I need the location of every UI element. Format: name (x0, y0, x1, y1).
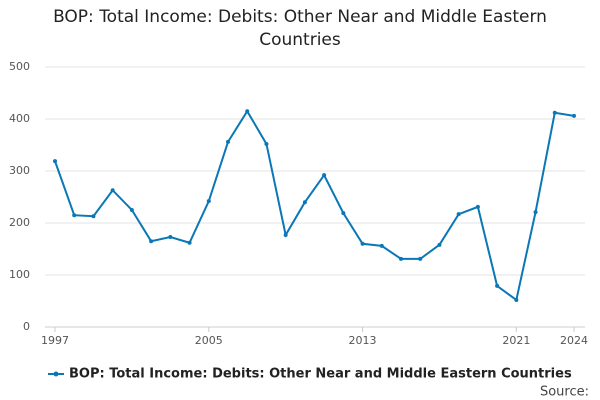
point (533, 210, 538, 215)
point (264, 141, 269, 146)
point (168, 235, 173, 240)
point (206, 199, 211, 204)
x-tick-label: 2005 (195, 334, 223, 347)
legend-marker (53, 371, 59, 377)
y-tick-label: 200 (9, 216, 30, 229)
point (379, 243, 384, 248)
x-tick-label: 2021 (502, 334, 530, 347)
point (53, 159, 57, 164)
point (456, 212, 461, 217)
y-tick-label: 400 (9, 112, 30, 125)
y-tick-label: 300 (9, 164, 30, 177)
point (418, 256, 423, 261)
point (495, 283, 500, 288)
point (360, 241, 365, 246)
point (437, 242, 442, 247)
x-tick-label: 2013 (349, 334, 377, 347)
point (514, 297, 519, 302)
point (302, 200, 307, 205)
chart-title: BOP: Total Income: Debits: Other Near an… (53, 7, 547, 50)
y-tick-label: 0 (23, 320, 30, 333)
point (110, 188, 115, 193)
line (54, 109, 575, 302)
point (572, 113, 576, 118)
point (187, 240, 192, 245)
point (226, 139, 230, 144)
point (475, 204, 480, 209)
point (399, 256, 403, 261)
point (552, 110, 557, 115)
legend-label: BOP: Total Income: Debits: Other Near an… (69, 367, 572, 382)
point (245, 109, 250, 114)
y-tick-label: 500 (9, 60, 30, 73)
point (322, 173, 327, 178)
point (72, 213, 77, 218)
y-tick-label: 100 (9, 268, 30, 281)
x-tick-label: 1997 (41, 334, 69, 347)
source: Source: (540, 385, 589, 400)
point (129, 208, 134, 212)
point (341, 211, 346, 216)
x-tick-label: 2024 (560, 334, 588, 347)
point (283, 232, 288, 237)
point (149, 239, 154, 244)
point (91, 214, 96, 219)
